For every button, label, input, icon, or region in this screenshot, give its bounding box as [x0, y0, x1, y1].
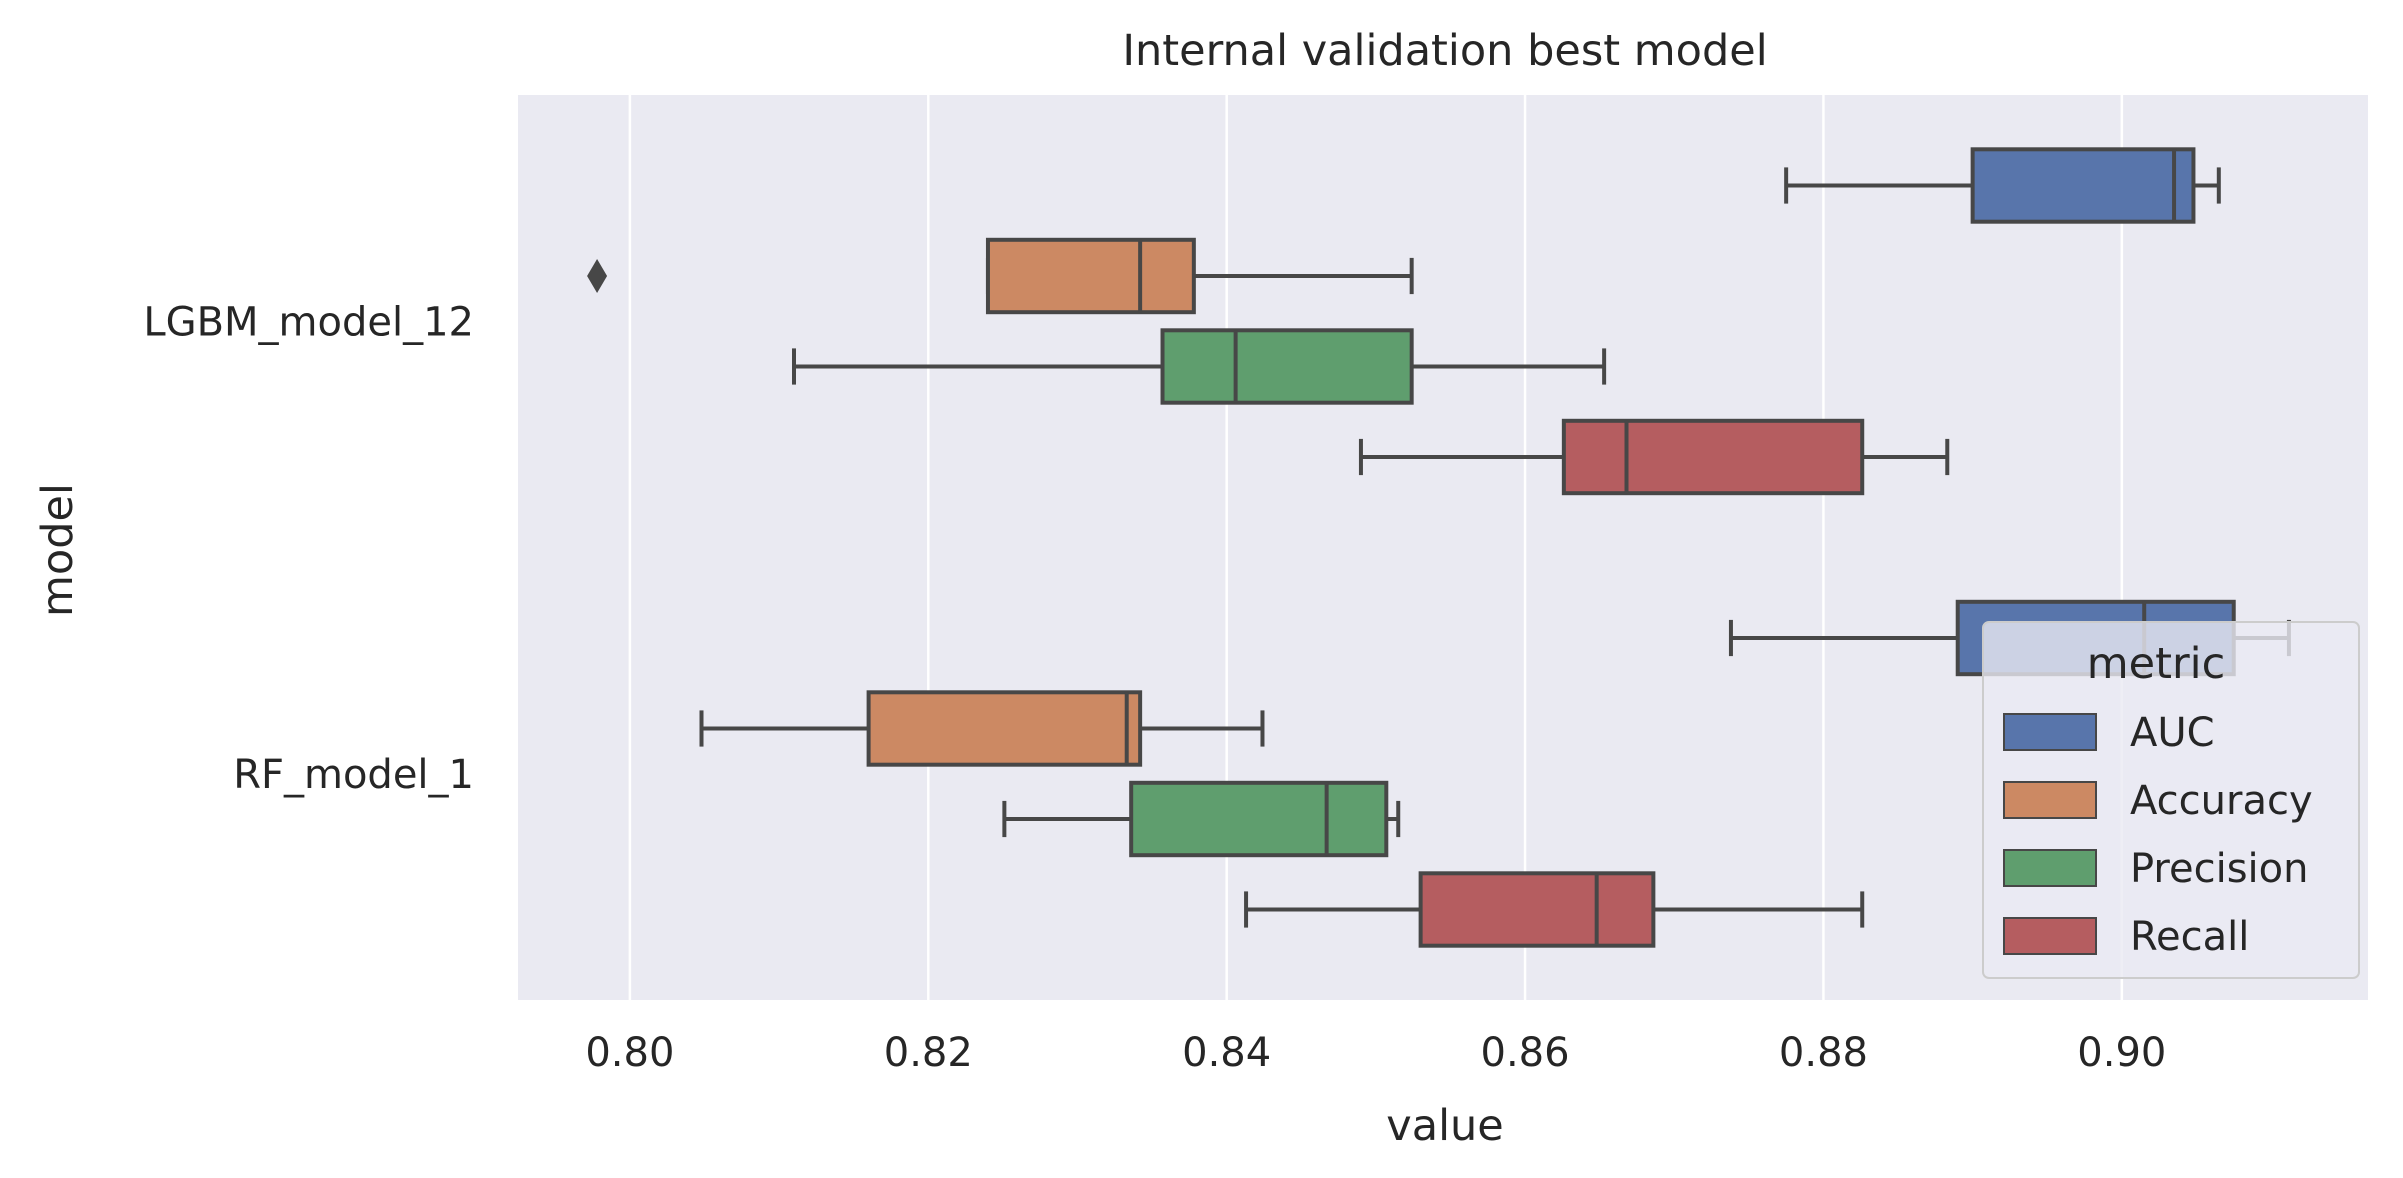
box-precision: [792, 328, 1607, 405]
box-groups: [587, 147, 2291, 948]
legend-label: Recall: [2130, 914, 2249, 960]
x-tick-label: 0.86: [1481, 1030, 1570, 1076]
box-iqr: [866, 690, 1143, 767]
box-accuracy: [587, 237, 1414, 315]
legend-label: AUC: [2130, 710, 2215, 756]
box-iqr: [1418, 871, 1656, 948]
chart-title: Internal validation best model: [1122, 26, 1767, 76]
x-axis-label: value: [1386, 1101, 1503, 1151]
x-tick-label: 0.88: [1779, 1030, 1868, 1076]
box-recall: [1358, 418, 1950, 496]
x-tick-label: 0.90: [2077, 1030, 2166, 1076]
box-iqr: [1970, 147, 2196, 224]
y-tick-label: LGBM_model_12: [143, 299, 474, 345]
legend-swatch: [2003, 849, 2097, 887]
x-tick-label: 0.82: [884, 1030, 973, 1076]
legend-items: AUC Accuracy Precision Recall: [2003, 710, 2313, 960]
box-iqr: [1160, 328, 1414, 405]
y-tick-label: RF_model_1: [233, 752, 474, 798]
box-iqr: [985, 237, 1196, 315]
legend-swatch: [2003, 781, 2097, 819]
legend-title: metric: [2087, 639, 2225, 689]
y-axis-label: model: [33, 483, 83, 617]
legend: metric AUC Accuracy Precision Recall: [1982, 621, 2360, 979]
box-precision: [1002, 780, 1401, 858]
box-iqr: [1129, 780, 1389, 858]
box-auc: [1784, 147, 2221, 224]
box-recall: [1244, 871, 1865, 948]
x-tick-label: 0.80: [585, 1030, 674, 1076]
x-tick-label: 0.84: [1182, 1030, 1271, 1076]
y-tick-labels: LGBM_model_12 RF_model_1: [143, 299, 474, 798]
legend-swatch: [2003, 713, 2097, 751]
legend-frame: [1982, 621, 2360, 979]
outlier-point: [587, 259, 608, 293]
x-tick-labels: 0.80 0.82 0.84 0.86 0.88 0.90: [585, 1030, 2166, 1076]
legend-label: Precision: [2130, 846, 2308, 892]
box-iqr: [1561, 418, 1865, 496]
box-accuracy: [699, 690, 1265, 767]
legend-swatch: [2003, 917, 2097, 955]
legend-label: Accuracy: [2130, 778, 2313, 824]
